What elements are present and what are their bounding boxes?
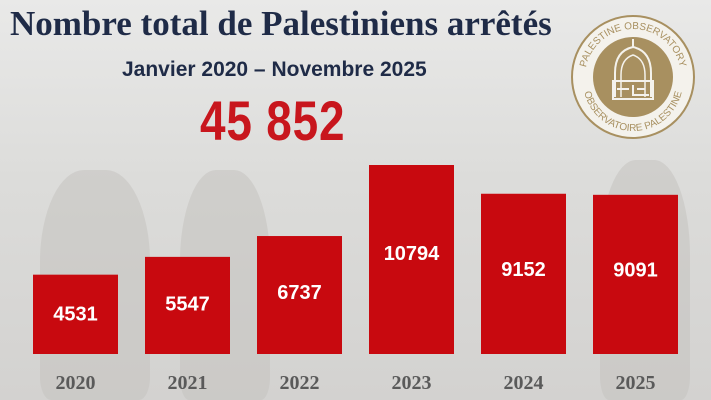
data-label: 9091	[613, 259, 658, 281]
bar-2020	[33, 274, 118, 354]
bar-2023	[369, 165, 454, 354]
data-label: 6737	[277, 282, 322, 304]
data-label: 4531	[53, 303, 98, 325]
x-tick-label: 2025	[616, 372, 656, 394]
x-tick-label: 2022	[280, 372, 320, 394]
x-tick-label: 2023	[392, 372, 432, 394]
bar-2024	[481, 193, 566, 354]
data-label: 10794	[384, 243, 440, 265]
bar-2021	[145, 256, 230, 354]
data-label: 5547	[165, 294, 210, 316]
bar-2022	[257, 236, 342, 354]
chart-subtitle: Janvier 2020 – Novembre 2025	[122, 58, 427, 81]
x-tick-label: 2020	[56, 372, 96, 394]
palestine-observatory-logo: PALESTINE OBSERVATORY OBSERVATOIRE PALES…	[571, 15, 695, 139]
total-count: 45 852	[200, 89, 346, 152]
bar-2025	[593, 194, 678, 354]
data-label: 9152	[501, 259, 546, 281]
x-tick-label: 2024	[504, 372, 544, 394]
x-tick-label: 2021	[168, 372, 208, 394]
chart-title: Nombre total de Palestiniens arrêtés	[10, 4, 552, 43]
